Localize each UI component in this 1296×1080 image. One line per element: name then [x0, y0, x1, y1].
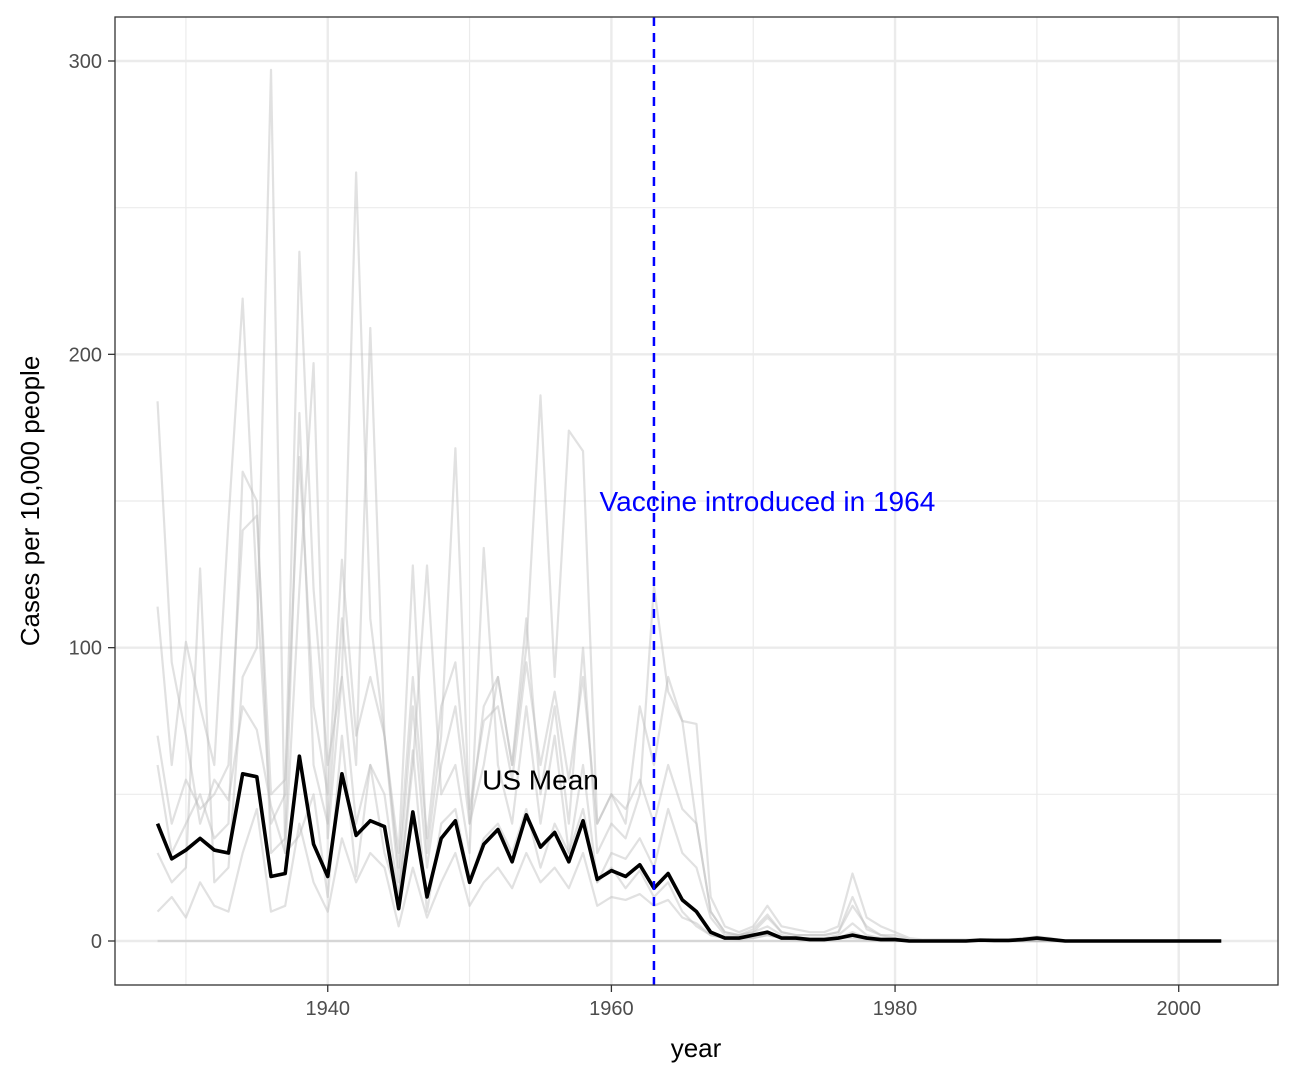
mean-line-group — [155, 754, 1222, 943]
state-series-line — [156, 807, 1222, 943]
x-tick-label: 1980 — [873, 998, 918, 1020]
y-axis: 0 100 200 300 — [69, 51, 115, 953]
y-tick-label: 300 — [69, 51, 102, 73]
vaccine-annotation: Vaccine introduced in 1964 — [600, 486, 936, 517]
y-tick-label: 100 — [69, 638, 102, 660]
state-series-line — [156, 455, 1222, 943]
us-mean-line — [155, 754, 1222, 943]
x-tick-label: 1940 — [305, 998, 350, 1020]
x-tick-label: 1960 — [589, 998, 634, 1020]
x-axis-title: year — [671, 1033, 722, 1063]
grid-minor — [115, 17, 1278, 985]
y-tick-label: 0 — [91, 931, 102, 953]
y-axis-title: Cases per 10,000 people — [15, 356, 45, 647]
state-series-line — [156, 171, 1222, 943]
x-axis: 1940 1960 1980 2000 — [305, 985, 1201, 1020]
panel-border — [114, 16, 1279, 986]
y-tick-label: 200 — [69, 344, 102, 366]
x-tick-label: 2000 — [1156, 998, 1201, 1020]
state-series-line — [156, 68, 1222, 943]
us-mean-annotation: US Mean — [482, 765, 599, 796]
